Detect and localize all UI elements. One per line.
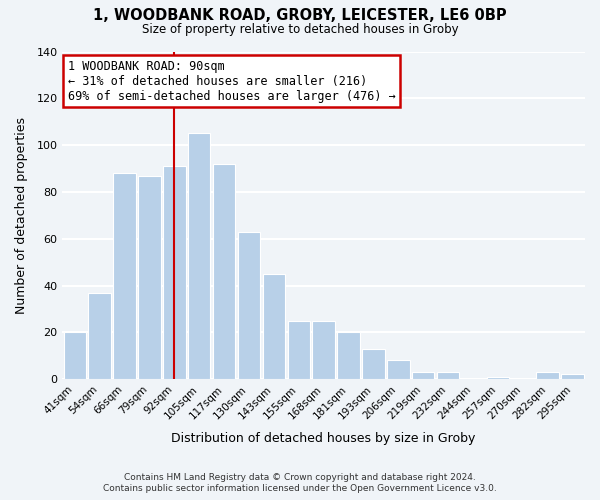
Bar bbox=[337, 332, 360, 379]
Bar bbox=[238, 232, 260, 379]
Bar bbox=[188, 134, 211, 379]
Bar bbox=[88, 292, 111, 379]
Bar bbox=[138, 176, 161, 379]
Text: 1 WOODBANK ROAD: 90sqm
← 31% of detached houses are smaller (216)
69% of semi-de: 1 WOODBANK ROAD: 90sqm ← 31% of detached… bbox=[68, 60, 395, 102]
Bar bbox=[113, 173, 136, 379]
Y-axis label: Number of detached properties: Number of detached properties bbox=[15, 117, 28, 314]
Bar bbox=[362, 348, 385, 379]
Text: Contains HM Land Registry data © Crown copyright and database right 2024.: Contains HM Land Registry data © Crown c… bbox=[124, 472, 476, 482]
Bar bbox=[412, 372, 434, 379]
Bar bbox=[437, 372, 460, 379]
Bar bbox=[287, 320, 310, 379]
X-axis label: Distribution of detached houses by size in Groby: Distribution of detached houses by size … bbox=[172, 432, 476, 445]
Bar bbox=[263, 274, 285, 379]
Bar bbox=[313, 320, 335, 379]
Text: Size of property relative to detached houses in Groby: Size of property relative to detached ho… bbox=[142, 22, 458, 36]
Bar bbox=[487, 377, 509, 379]
Bar bbox=[163, 166, 185, 379]
Bar bbox=[64, 332, 86, 379]
Bar bbox=[562, 374, 584, 379]
Bar bbox=[387, 360, 410, 379]
Text: 1, WOODBANK ROAD, GROBY, LEICESTER, LE6 0BP: 1, WOODBANK ROAD, GROBY, LEICESTER, LE6 … bbox=[93, 8, 507, 22]
Bar bbox=[213, 164, 235, 379]
Bar bbox=[536, 372, 559, 379]
Text: Contains public sector information licensed under the Open Government Licence v3: Contains public sector information licen… bbox=[103, 484, 497, 493]
